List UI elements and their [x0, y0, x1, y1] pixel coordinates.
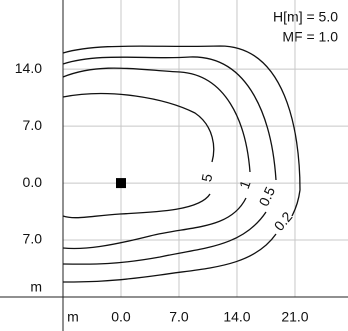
- y-tick-label: 0.0: [23, 174, 43, 190]
- y-tick-label: 7.0: [23, 231, 43, 247]
- light-source: [115, 178, 126, 189]
- annotation: H[m] = 5.0: [273, 9, 338, 25]
- y-tick-label: 7.0: [23, 117, 43, 133]
- contour-label: 0.5: [255, 184, 278, 209]
- contour-line: [62, 67, 251, 250]
- x-tick-label: 21.0: [281, 309, 308, 325]
- contour-line: [62, 56, 277, 265]
- x-tick-label: 0.0: [111, 309, 131, 325]
- y-axis-label: m: [30, 279, 42, 295]
- contour-label: 0.2: [271, 208, 296, 233]
- x-tick-label: 14.0: [223, 309, 250, 325]
- y-tick-label: 14.0: [15, 60, 42, 76]
- x-tick-label: 7.0: [169, 309, 189, 325]
- contour-label: 5: [198, 172, 215, 183]
- annotation: MF = 1.0: [282, 29, 338, 45]
- contour-label: 1: [236, 178, 254, 191]
- contour-line: [62, 92, 215, 219]
- contour-line: [62, 45, 301, 283]
- x-axis-label: m: [67, 309, 79, 325]
